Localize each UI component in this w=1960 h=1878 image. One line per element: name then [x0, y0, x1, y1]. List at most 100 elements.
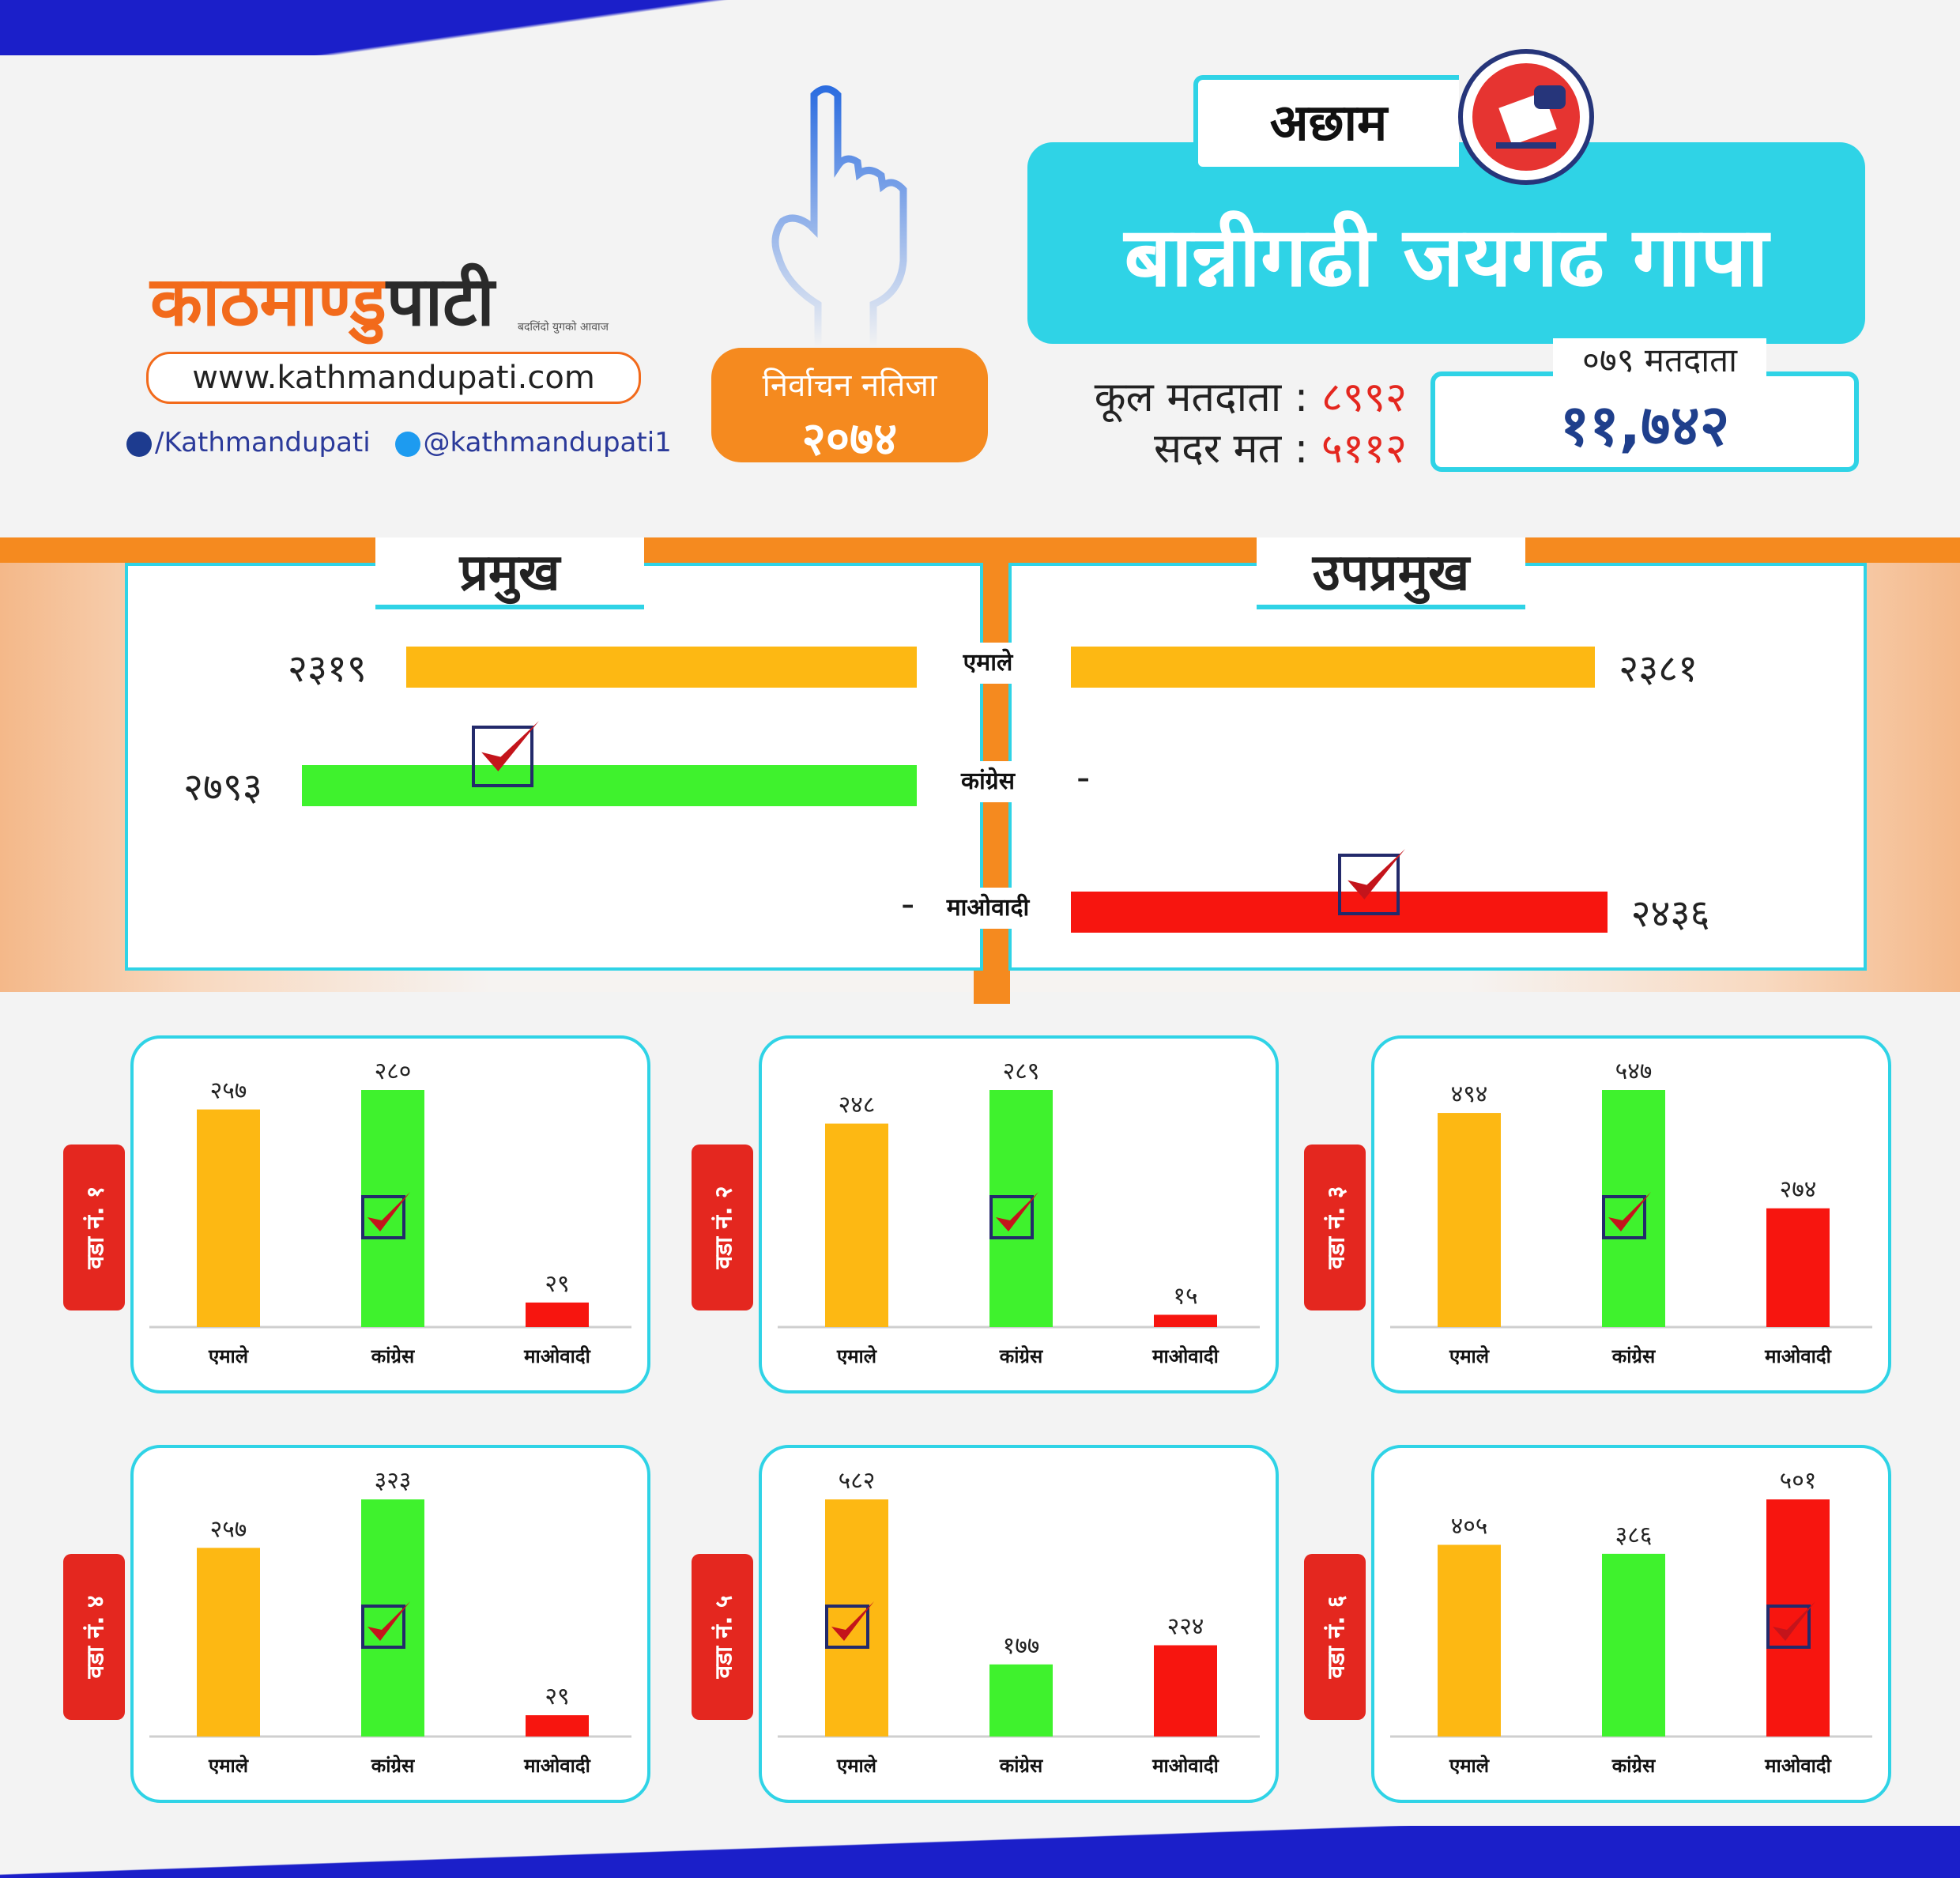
ward-number-tag: वडा नं. २ [692, 1145, 753, 1310]
ward-bar-value: २८० [375, 1058, 412, 1085]
ward-bar [197, 1548, 260, 1737]
deputy-panel [1008, 563, 1867, 971]
ward-card: ४०५ एमाले ३८६ कांग्रेस ५०१ माओवादी [1371, 1445, 1891, 1803]
ward-chart: २५७ एमाले २८० कांग्रेस २९ माओवादी [149, 1058, 631, 1367]
ward-chart: ४०५ एमाले ३८६ कांग्रेस ५०१ माओवादी [1390, 1467, 1872, 1777]
ward-bar-value: २५७ [210, 1515, 247, 1543]
ward-number-tag: वडा नं. ५ [692, 1554, 753, 1720]
ward-bar [1766, 1208, 1830, 1327]
ward-bar-value: २८९ [1003, 1058, 1040, 1085]
ward-category-label: कांग्रेस [371, 1755, 415, 1777]
winner-check-icon [361, 1601, 410, 1649]
ward-bar [361, 1090, 424, 1327]
winner-check-icon [825, 1601, 874, 1649]
ward-bar-value: ४०५ [1451, 1512, 1488, 1540]
ward-bar [361, 1499, 424, 1737]
ward-bar-value: २४८ [839, 1092, 876, 1119]
result-badge-title: निर्वाचन नतिजा [762, 368, 937, 404]
ward-bar-value: २२४ [1167, 1613, 1204, 1641]
ward-bar-value: २५७ [210, 1077, 247, 1105]
ward-number-tag: वडा नं. १ [63, 1145, 125, 1310]
voters-079-value: ११,७४२ [1430, 371, 1859, 472]
ward-chart: ४९४ एमाले ५४७ कांग्रेस २७४ माओवादी [1390, 1058, 1872, 1367]
ward-bar [526, 1715, 589, 1737]
ward-number-tag: वडा नं. ३ [1304, 1145, 1366, 1310]
ward-card: २५७ एमाले २८० कांग्रेस २९ माओवादी [130, 1035, 650, 1393]
ward-bar [1438, 1113, 1501, 1327]
ward-bar [825, 1123, 888, 1327]
logo: काठमाण्डुपाटी [150, 253, 495, 345]
facebook-handle[interactable]: /Kathmandupati [155, 427, 371, 458]
valid-votes-label: सदर मत : [1153, 425, 1309, 473]
ward-card: २५७ एमाले ३२३ कांग्रेस २९ माओवादी [130, 1445, 650, 1803]
winner-check-icon [361, 1192, 410, 1239]
chief-panel [125, 563, 983, 971]
ward-bar-value: ३२३ [375, 1467, 412, 1495]
facebook-icon [126, 431, 152, 457]
ward-card: २४८ एमाले २८९ कांग्रेस १५ माओवादी [759, 1035, 1279, 1393]
total-voters-label: कूल मतदाता : [1094, 374, 1309, 421]
valid-votes-row: सदर मत : ५११२ [1051, 419, 1407, 475]
chief-title: प्रमुख [375, 537, 644, 609]
ward-bar-value: २९ [545, 1683, 569, 1710]
ward-chart: २५७ एमाले ३२३ कांग्रेस २९ माओवादी [149, 1467, 631, 1777]
total-voters-row: कूल मतदाता : ८९९२ [1051, 368, 1407, 424]
ward-bar [526, 1302, 589, 1327]
winner-check-icon [989, 1192, 1038, 1239]
ward-bar-value: ४९४ [1451, 1080, 1488, 1108]
ward-bar-value: ३८६ [1615, 1522, 1653, 1549]
total-voters-value: ८९९२ [1321, 374, 1407, 421]
ward-number-tag: वडा नं. ६ [1304, 1554, 1366, 1720]
ward-card: ५८२ एमाले १७७ कांग्रेस २२४ माओवादी [759, 1445, 1279, 1803]
ward-bar [1154, 1645, 1217, 1737]
ward-bar [1438, 1544, 1501, 1737]
ward-category-label: एमाले [208, 1345, 250, 1367]
deputy-title: उपप्रमुख [1257, 537, 1525, 609]
ward-bar [825, 1499, 888, 1737]
twitter-handle[interactable]: @kathmandupati1 [423, 427, 672, 458]
ward-bar [197, 1109, 260, 1327]
ward-category-label: माओवादी [1152, 1345, 1219, 1367]
winner-check-icon [1766, 1601, 1815, 1649]
ward-category-label: कांग्रेस [1611, 1755, 1656, 1777]
ward-bar-value: ५०१ [1780, 1467, 1817, 1495]
ward-number-tag: वडा नं. ४ [63, 1554, 125, 1720]
valid-votes-value: ५११२ [1321, 425, 1407, 473]
ward-number-label: वडा नं. ३ [1322, 1186, 1351, 1269]
bottom-decor-bar [0, 1826, 1960, 1878]
ward-bar-value: २७४ [1780, 1176, 1817, 1204]
result-badge: निर्वाचन नतिजा २०७४ [711, 348, 988, 466]
ward-category-label: एमाले [208, 1755, 250, 1777]
ward-chart: २४८ एमाले २८९ कांग्रेस १५ माओवादी [778, 1058, 1260, 1367]
logo-main: काठमाण्डु [150, 262, 386, 341]
ward-category-label: कांग्रेस [999, 1345, 1043, 1367]
ward-bar [989, 1664, 1053, 1737]
ballot-box-icon [1458, 49, 1594, 185]
ward-category-label: एमाले [1449, 1755, 1491, 1777]
ward-category-label: कांग्रेस [1611, 1345, 1656, 1367]
ward-category-label: माओवादी [1764, 1755, 1831, 1777]
logo-tagline: बदलिंदो युगको आवाज [518, 321, 609, 334]
ward-category-label: कांग्रेस [371, 1345, 415, 1367]
ward-bar [1154, 1314, 1217, 1327]
ward-category-label: एमाले [836, 1755, 878, 1777]
ward-bar [1602, 1090, 1665, 1327]
ward-category-label: एमाले [836, 1345, 878, 1367]
ward-number-label: वडा नं. २ [710, 1186, 738, 1269]
ward-bar-value: २९ [545, 1270, 569, 1298]
ward-number-label: वडा नं. ४ [81, 1595, 110, 1679]
website-link[interactable]: www.kathmandupati.com [146, 352, 641, 404]
ward-category-label: माओवादी [1152, 1755, 1219, 1777]
ward-category-label: कांग्रेस [999, 1755, 1043, 1777]
ward-category-label: एमाले [1449, 1345, 1491, 1367]
ward-card: ४९४ एमाले ५४७ कांग्रेस २७४ माओवादी [1371, 1035, 1891, 1393]
ward-bar [989, 1090, 1053, 1327]
twitter-icon [394, 431, 420, 457]
municipality-title: बान्नीगढी जयगढ गापा [1027, 142, 1865, 344]
ward-bar-value: ५४७ [1615, 1058, 1653, 1085]
ward-category-label: माओवादी [523, 1755, 590, 1777]
social-links: /Kathmandupati @kathmandupati1 [126, 427, 672, 458]
ward-number-label: वडा नं. १ [81, 1186, 110, 1269]
ward-category-label: माओवादी [1764, 1345, 1831, 1367]
ward-bar [1766, 1499, 1830, 1737]
